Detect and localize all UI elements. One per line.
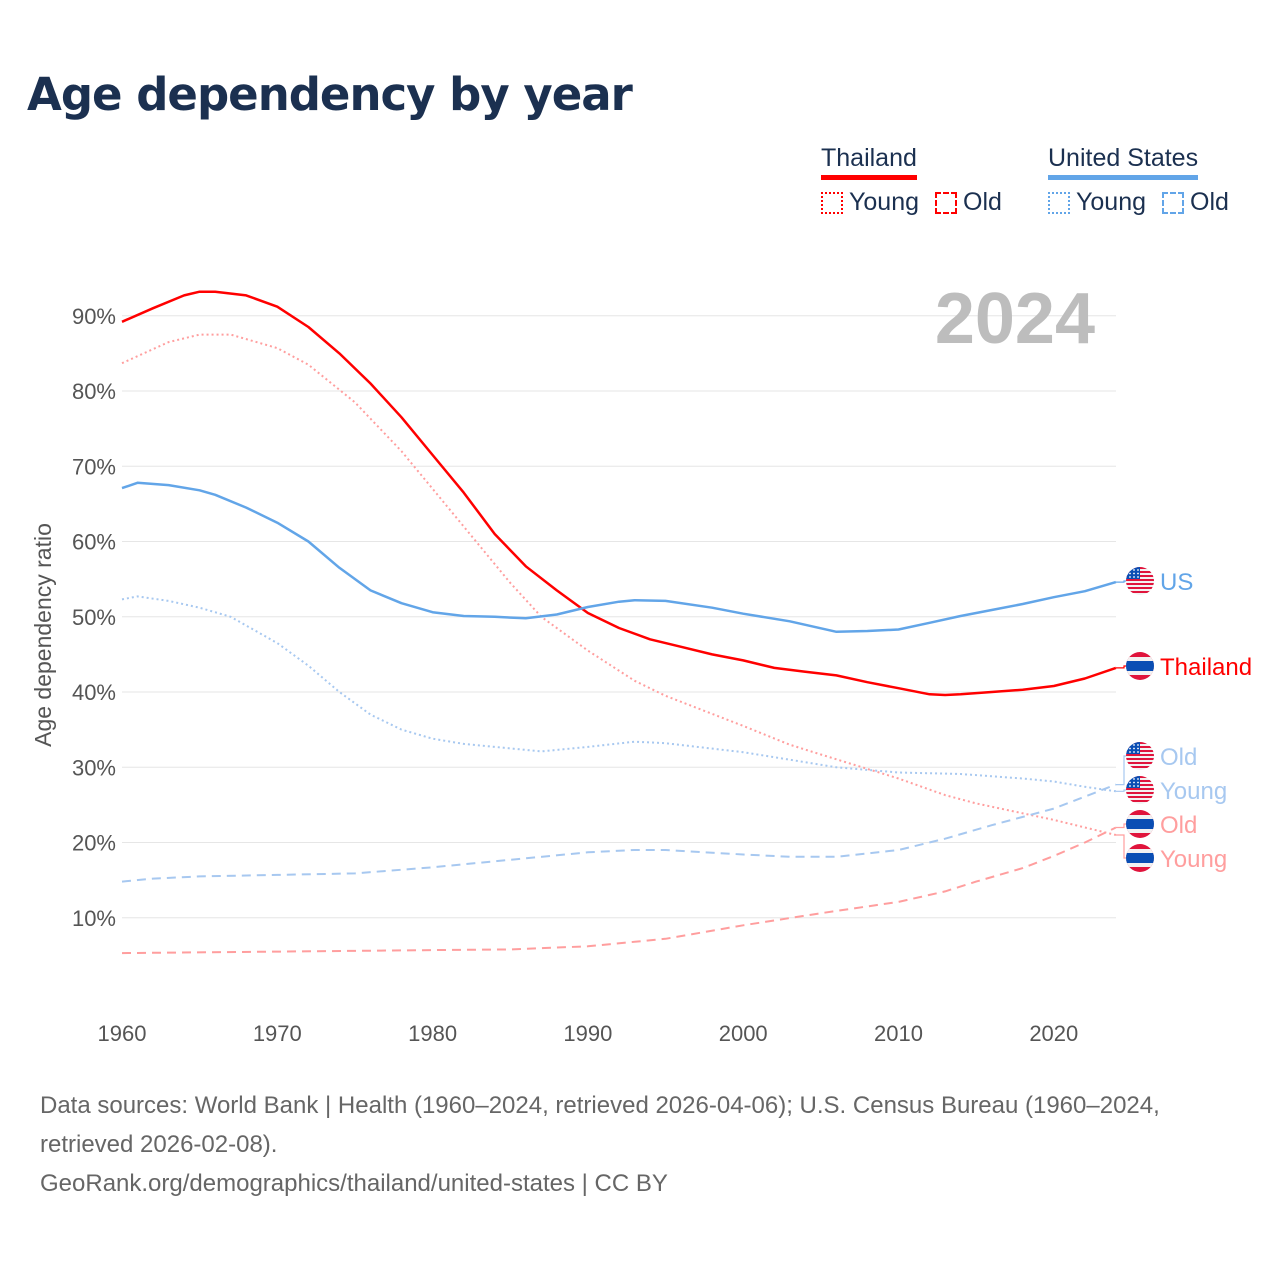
legend-title-united-states: United States (1048, 144, 1199, 180)
legend-title-thailand: Thailand (821, 144, 917, 180)
legend-item-us-young: Young (1048, 188, 1146, 217)
us-flag-icon (1126, 776, 1154, 804)
x-tick-label: 2010 (874, 1021, 923, 1046)
data-sources: Data sources: World Bank | Health (1960–… (40, 1092, 1160, 1158)
end-label-text: Old (1160, 744, 1197, 771)
y-tick-label: 10% (72, 906, 116, 931)
us-flag-icon (1126, 742, 1154, 770)
series-line-thailand-old (121, 826, 1117, 955)
series-line-united-states (121, 481, 1117, 634)
y-tick-label: 70% (72, 454, 116, 479)
y-tick-label: 40% (72, 680, 116, 705)
end-label-thailand-young: Young (1116, 834, 1227, 873)
y-tick-label: 80% (72, 379, 116, 404)
y-axis-label: Age dependency ratio (30, 523, 56, 747)
dashed-swatch-icon (935, 191, 957, 214)
legend-thailand: Thailand Young Old (821, 144, 1002, 217)
series-line-united-states-old (121, 783, 1117, 883)
legend-label: Young (849, 188, 919, 216)
series-line-thailand-young (121, 333, 1117, 836)
end-label-text: Thailand (1160, 654, 1252, 681)
thailand-flag-icon (1126, 810, 1154, 838)
x-tick-label: 1960 (98, 1021, 147, 1046)
chart-title: Age dependency by year (27, 68, 633, 121)
dotted-swatch-icon (821, 191, 843, 214)
line-chart: 10% 20% 30% 40% 50% 60% 70% 80% 90% 1960 1970 1980 1… (30, 279, 1252, 1046)
end-label-united-states: US (1116, 567, 1193, 596)
end-label-united-states-young: Young (1116, 776, 1227, 805)
x-tick-label: 1990 (563, 1021, 612, 1046)
legend-label: Young (1076, 188, 1146, 216)
legend-united-states: United States Young Old (1048, 144, 1229, 217)
x-tick-label: 1980 (408, 1021, 457, 1046)
end-label-text: US (1160, 569, 1193, 596)
end-label-united-states-old: Old (1116, 742, 1197, 786)
year-watermark: 2024 (935, 279, 1095, 359)
dashed-swatch-icon (1162, 191, 1184, 214)
y-tick-label: 30% (72, 755, 116, 780)
legend-item-us-old: Old (1162, 188, 1229, 217)
us-flag-icon (1126, 567, 1154, 595)
y-tick-label: 60% (72, 530, 116, 555)
dotted-swatch-icon (1048, 191, 1070, 214)
legend-item-thailand-young: Young (821, 188, 919, 217)
end-label-thailand: Thailand (1116, 652, 1252, 681)
y-tick-label: 90% (72, 304, 116, 329)
x-tick-label: 2000 (719, 1021, 768, 1046)
series-line-thailand (121, 290, 1117, 697)
footer: Data sources: World Bank | Health (1960–… (40, 1086, 1250, 1203)
y-tick-label: 50% (72, 605, 116, 630)
series-line-united-states-young (121, 595, 1117, 793)
thailand-flag-icon (1126, 844, 1154, 872)
end-label-text: Young (1160, 778, 1227, 805)
legend-label: Old (963, 188, 1002, 216)
x-tick-label: 1970 (253, 1021, 302, 1046)
end-label-text: Old (1160, 812, 1197, 839)
thailand-flag-icon (1126, 652, 1154, 680)
x-tick-label: 2020 (1029, 1021, 1078, 1046)
end-label-thailand-old: Old (1116, 810, 1197, 839)
end-label-text: Young (1160, 846, 1227, 873)
y-tick-label: 20% (72, 831, 116, 856)
legend-label: Old (1190, 188, 1229, 216)
source-link[interactable]: GeoRank.org/demographics/thailand/united… (40, 1170, 668, 1197)
legend-item-thailand-old: Old (935, 188, 1002, 217)
